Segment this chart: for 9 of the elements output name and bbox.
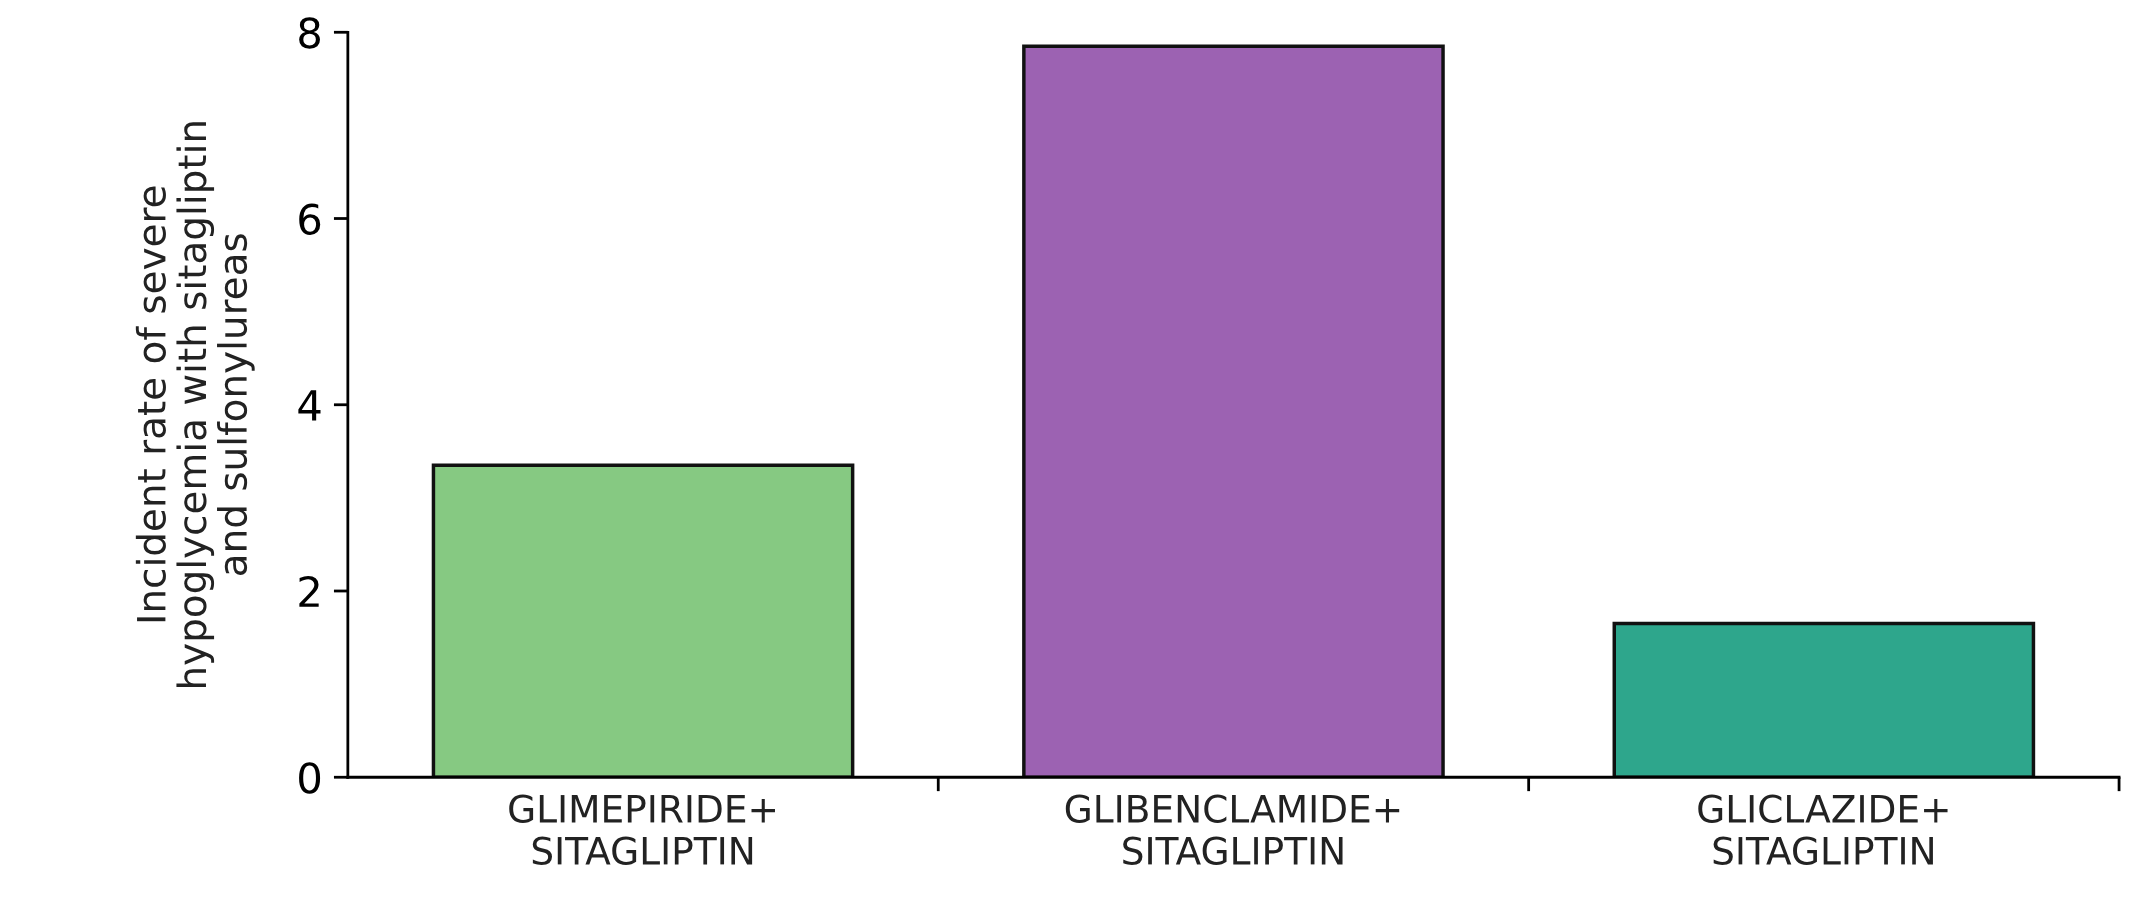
y-axis-title: Incident rate of severe hypoglycemia with sitagliptin and sulfonylureas bbox=[135, 122, 255, 687]
x-tick-label: GLIBENCLAMIDE+ SITAGLIPTIN bbox=[1065, 794, 1400, 865]
x-tick-label: GLICLAZIDE+ SITAGLIPTIN bbox=[1698, 794, 1948, 865]
y-tick-label: 0 bbox=[299, 762, 321, 794]
y-tick-label: 4 bbox=[298, 390, 321, 421]
y-tick-label: 2 bbox=[299, 575, 319, 607]
y-tick-label: 6 bbox=[299, 203, 321, 235]
x-tick-label: GLIMEPIRIDE+ SITAGLIPTIN bbox=[509, 794, 775, 865]
y-tick-label: 8 bbox=[299, 17, 320, 49]
